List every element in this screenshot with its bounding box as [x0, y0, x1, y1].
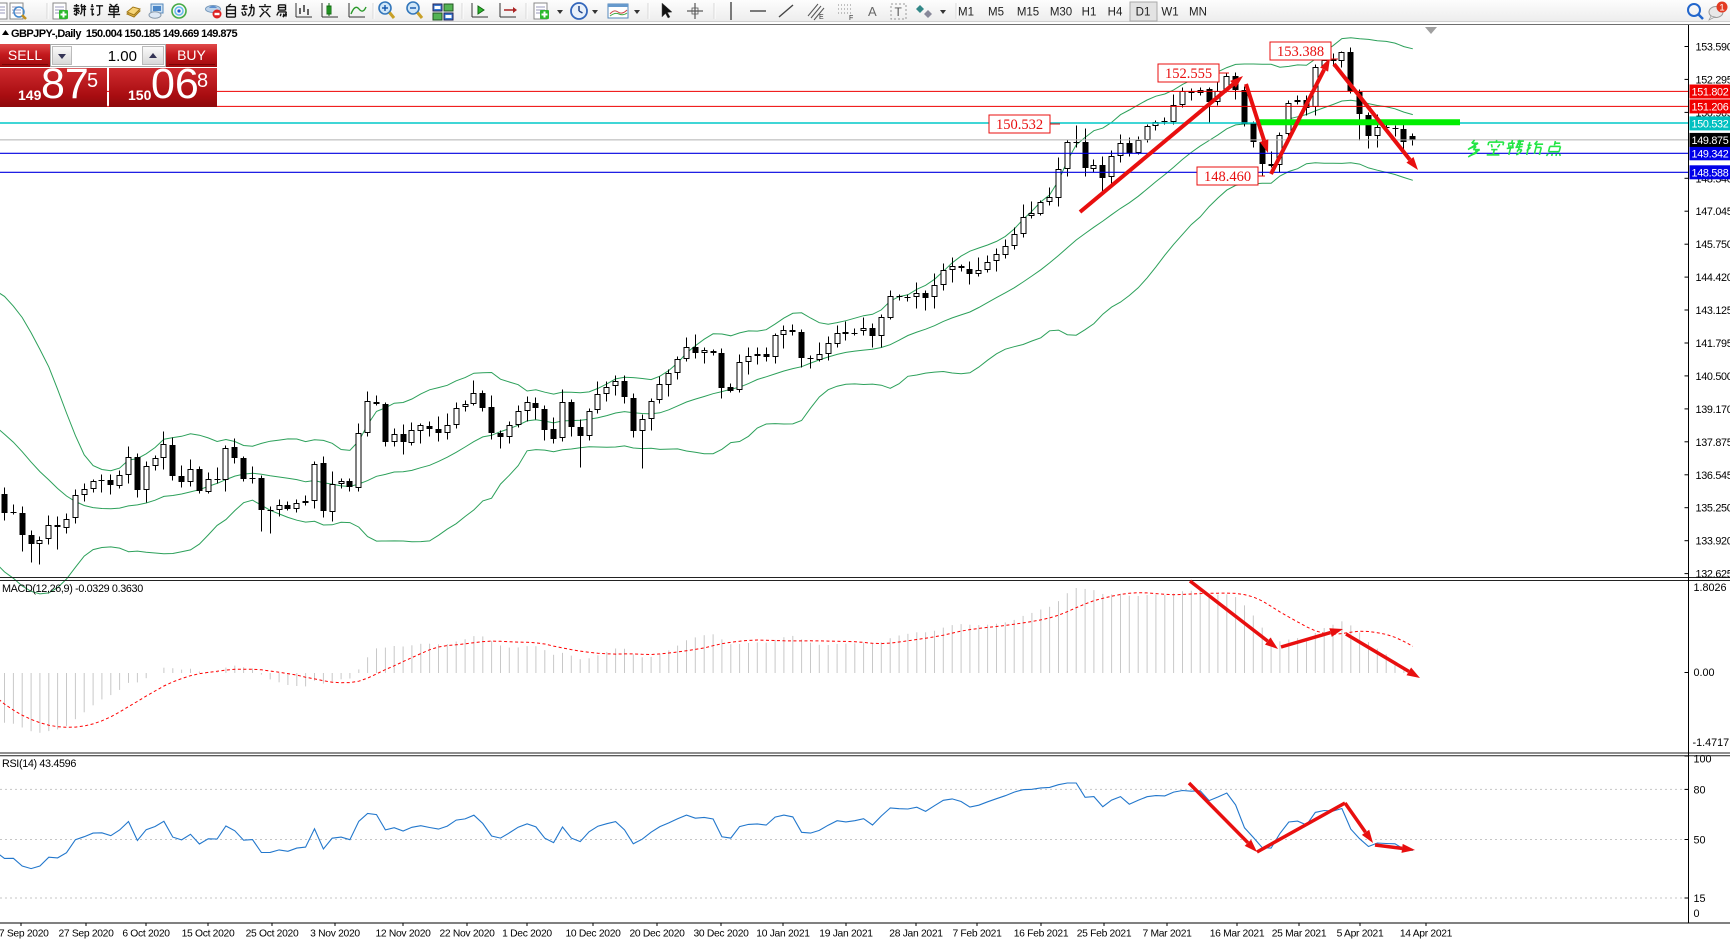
svg-text:25 Oct 2020: 25 Oct 2020: [246, 929, 299, 940]
svg-text:0.00: 0.00: [1694, 667, 1715, 679]
svg-text:28 Jan 2021: 28 Jan 2021: [889, 929, 943, 940]
svg-text:RSI(14) 43.4596: RSI(14) 43.4596: [2, 758, 76, 770]
svg-text:133.920: 133.920: [1696, 536, 1730, 548]
svg-text:7 Feb 2021: 7 Feb 2021: [952, 929, 1002, 940]
svg-text:-1.4717: -1.4717: [1693, 737, 1730, 749]
svg-text:149.342: 149.342: [1692, 148, 1729, 160]
svg-text:GBPJPY-,Daily 150.004 150.185: GBPJPY-,Daily 150.004 150.185 149.669 14…: [11, 28, 237, 40]
svg-text:153.590: 153.590: [1696, 42, 1730, 54]
svg-text:W1: W1: [1161, 7, 1178, 19]
svg-text:22 Nov 2020: 22 Nov 2020: [439, 929, 495, 940]
svg-text:132.625: 132.625: [1696, 569, 1730, 581]
svg-text:136.545: 136.545: [1696, 470, 1730, 482]
svg-text:1 Dec 2020: 1 Dec 2020: [502, 929, 552, 940]
svg-text:5 Apr 2021: 5 Apr 2021: [1337, 929, 1384, 940]
svg-text:148.588: 148.588: [1692, 167, 1729, 179]
svg-text:151.206: 151.206: [1692, 101, 1729, 113]
svg-text:17 Sep 2020: 17 Sep 2020: [0, 929, 49, 940]
svg-text:15 Oct 2020: 15 Oct 2020: [182, 929, 235, 940]
svg-text:141.795: 141.795: [1696, 338, 1730, 350]
svg-text:MACD(12,26,9) -0.0329 0.3630: MACD(12,26,9) -0.0329 0.3630: [2, 583, 143, 595]
svg-text:6 Oct 2020: 6 Oct 2020: [122, 929, 170, 940]
svg-text:16 Feb 2021: 16 Feb 2021: [1014, 929, 1069, 940]
svg-text:M15: M15: [1017, 7, 1039, 19]
svg-text:153.388: 153.388: [1277, 44, 1324, 60]
svg-text:135.250: 135.250: [1696, 503, 1730, 515]
svg-text:140.500: 140.500: [1696, 371, 1730, 383]
svg-text:M30: M30: [1050, 7, 1072, 19]
svg-text:14 Apr 2021: 14 Apr 2021: [1400, 929, 1453, 940]
svg-text:50: 50: [1694, 835, 1706, 847]
svg-text:12 Nov 2020: 12 Nov 2020: [375, 929, 431, 940]
svg-text:25 Feb 2021: 25 Feb 2021: [1077, 929, 1132, 940]
svg-text:30 Dec 2020: 30 Dec 2020: [693, 929, 749, 940]
svg-text:152.295: 152.295: [1696, 74, 1730, 86]
svg-text:152.555: 152.555: [1165, 66, 1212, 82]
svg-text:10 Dec 2020: 10 Dec 2020: [565, 929, 621, 940]
svg-text:25 Mar 2021: 25 Mar 2021: [1272, 929, 1327, 940]
svg-text:147.045: 147.045: [1696, 206, 1730, 218]
svg-text:H1: H1: [1082, 7, 1097, 19]
svg-text:143.125: 143.125: [1696, 305, 1730, 317]
svg-text:80: 80: [1694, 784, 1706, 796]
svg-text:145.750: 145.750: [1696, 239, 1730, 251]
svg-text:A: A: [868, 4, 877, 19]
svg-text:3 Nov 2020: 3 Nov 2020: [310, 929, 360, 940]
svg-text:10 Jan 2021: 10 Jan 2021: [756, 929, 810, 940]
svg-text:H4: H4: [1108, 7, 1123, 19]
svg-text:100: 100: [1694, 754, 1712, 766]
svg-text:MN: MN: [1189, 7, 1207, 19]
svg-text:150.532: 150.532: [1692, 118, 1729, 130]
svg-text:E: E: [819, 14, 824, 21]
svg-text:19 Jan 2021: 19 Jan 2021: [819, 929, 873, 940]
svg-text:15: 15: [1694, 893, 1706, 905]
svg-text:139.170: 139.170: [1696, 404, 1730, 416]
svg-text:151.802: 151.802: [1692, 86, 1729, 98]
svg-text:D1: D1: [1136, 7, 1151, 19]
svg-text:7 Mar 2021: 7 Mar 2021: [1142, 929, 1192, 940]
svg-text:144.420: 144.420: [1696, 272, 1730, 284]
svg-text:16 Mar 2021: 16 Mar 2021: [1210, 929, 1265, 940]
svg-text:27 Sep 2020: 27 Sep 2020: [58, 929, 114, 940]
svg-text:M5: M5: [988, 7, 1004, 19]
svg-text:20 Dec 2020: 20 Dec 2020: [629, 929, 685, 940]
svg-text:149.875: 149.875: [1692, 135, 1729, 147]
svg-text:T: T: [895, 5, 903, 19]
svg-text:0: 0: [1694, 908, 1700, 920]
svg-text:M1: M1: [958, 7, 974, 19]
svg-text:F: F: [849, 15, 853, 22]
svg-text:137.875: 137.875: [1696, 437, 1730, 449]
svg-text:148.460: 148.460: [1204, 169, 1251, 185]
svg-text:1.8026: 1.8026: [1694, 582, 1727, 594]
svg-text:1: 1: [1719, 3, 1724, 14]
svg-text:150.532: 150.532: [996, 117, 1043, 133]
